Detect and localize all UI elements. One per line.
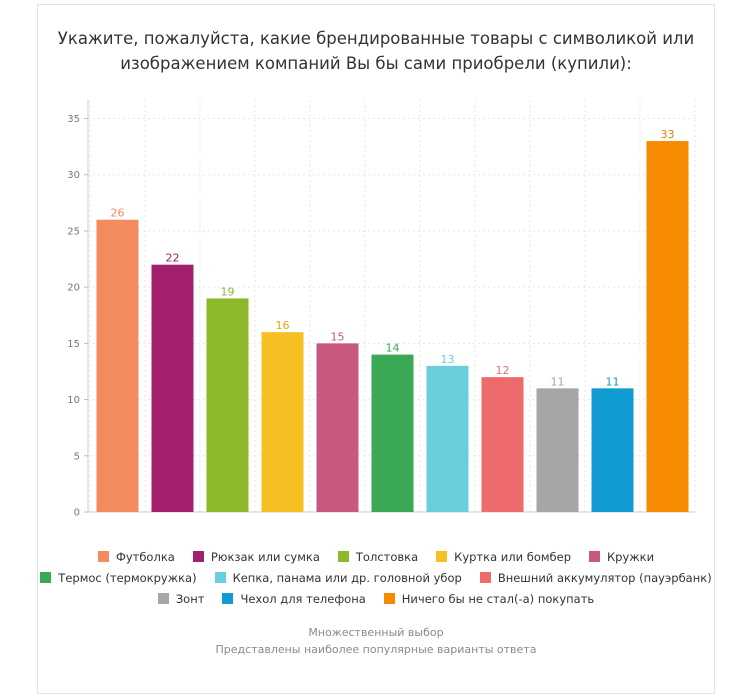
bar-7 bbox=[426, 365, 469, 512]
footnote-multiple-choice: Множественный выбор bbox=[308, 626, 444, 639]
legend-label: Чехол для телефона bbox=[240, 591, 366, 606]
bar-4 bbox=[261, 332, 304, 512]
legend-item: Куртка или бомбер bbox=[436, 550, 571, 564]
bar-value-label-7: 13 bbox=[441, 353, 455, 366]
legend-swatch bbox=[383, 593, 395, 604]
legend-swatch bbox=[222, 593, 234, 604]
bar-value-label-9: 11 bbox=[551, 375, 565, 388]
legend-item: Рюкзак или сумка bbox=[192, 549, 320, 564]
y-tick-label: 20 bbox=[67, 283, 80, 294]
chart-legend: Футболка Рюкзак или сумка Толстовка Куртка … bbox=[40, 546, 712, 609]
y-tick-label: 15 bbox=[67, 339, 80, 350]
bar-value-label-11: 33 bbox=[661, 128, 675, 141]
bar-value-label-4: 16 bbox=[276, 319, 290, 332]
legend-label: Толстовка bbox=[355, 549, 419, 564]
bar-value-label-10: 11 bbox=[606, 375, 620, 388]
bar-3 bbox=[206, 298, 249, 512]
bar-value-label-2: 22 bbox=[166, 252, 180, 265]
bar-10 bbox=[591, 388, 634, 512]
legend-item: Футболка bbox=[97, 549, 175, 564]
bar-value-label-1: 26 bbox=[111, 207, 125, 220]
legend-label: Футболка bbox=[115, 549, 175, 564]
bar-1 bbox=[96, 219, 139, 512]
y-tick-label: 35 bbox=[67, 114, 80, 125]
legend-label: Кружки bbox=[607, 549, 655, 564]
legend-row: Зонт Чехол для телефона Ничего бы не стал(… bbox=[40, 588, 712, 609]
legend-label: Куртка или бомбер bbox=[454, 549, 571, 564]
legend-item: Толстовка bbox=[337, 549, 419, 564]
legend-item: Кружки bbox=[589, 550, 654, 564]
bar-6 bbox=[371, 354, 414, 512]
legend-swatch bbox=[589, 551, 600, 562]
bar-chart: 0 5 10 15 20 25 30 35 26 22 19 16 15 14 13 12 11 11 33 bbox=[67, 100, 696, 519]
legend-item: Зонт bbox=[157, 591, 205, 606]
legend-row: Термос (термокружка) Кепка, панама или др… bbox=[40, 567, 712, 588]
legend-item: Ничего бы не стал(-а) покупать bbox=[383, 591, 595, 606]
y-tick-label: 25 bbox=[67, 226, 80, 237]
chart-title-line-1: Укажите, пожалуйста, какие брендированны… bbox=[57, 29, 695, 48]
bar-5 bbox=[316, 343, 359, 512]
legend-label: Рюкзак или сумка bbox=[210, 549, 320, 564]
bar-11 bbox=[646, 141, 689, 512]
bar-value-label-3: 19 bbox=[221, 285, 235, 298]
legend-swatch bbox=[157, 593, 169, 604]
y-tick-label: 0 bbox=[74, 508, 80, 519]
bar-value-label-5: 15 bbox=[331, 330, 345, 343]
legend-swatch bbox=[192, 551, 204, 562]
legend-item: Внешний аккумулятор (пауэрбанк) bbox=[479, 570, 712, 585]
legend-swatch bbox=[97, 551, 109, 562]
legend-swatch bbox=[214, 572, 226, 583]
legend-item: Термос (термокружка) bbox=[40, 570, 197, 585]
chart-title-line-2: изображением компаний Вы бы сами приобре… bbox=[120, 54, 632, 73]
footnote-popular-answers: Представлены наиболее популярные вариант… bbox=[215, 643, 537, 656]
legend-item: Кепка, панама или др. головной убор bbox=[214, 570, 462, 585]
chart-title: Укажите, пожалуйста, какие брендированны… bbox=[40, 26, 712, 76]
legend-swatch bbox=[436, 551, 448, 562]
legend-label: Зонт bbox=[175, 591, 205, 606]
legend-item: Чехол для телефона bbox=[222, 591, 366, 606]
legend-swatch bbox=[337, 551, 349, 562]
legend-row: Футболка Рюкзак или сумка Толстовка Куртка … bbox=[40, 546, 712, 567]
y-tick-label: 30 bbox=[67, 170, 80, 181]
legend-swatch bbox=[40, 572, 52, 583]
legend-swatch bbox=[479, 572, 491, 583]
legend-label: Термос (термокружка) bbox=[58, 570, 197, 585]
y-tick-label: 5 bbox=[74, 451, 80, 462]
y-tick-label: 10 bbox=[67, 395, 80, 406]
legend-label: Кепка, панама или др. головной убор bbox=[232, 570, 462, 585]
bar-value-label-6: 14 bbox=[386, 342, 400, 355]
bar-8 bbox=[481, 377, 524, 512]
legend-label: Внешний аккумулятор (пауэрбанк) bbox=[497, 570, 712, 585]
bar-9 bbox=[536, 388, 579, 512]
bar-2 bbox=[151, 264, 194, 512]
legend-label: Ничего бы не стал(-а) покупать bbox=[401, 591, 595, 606]
bar-value-label-8: 12 bbox=[496, 364, 510, 377]
